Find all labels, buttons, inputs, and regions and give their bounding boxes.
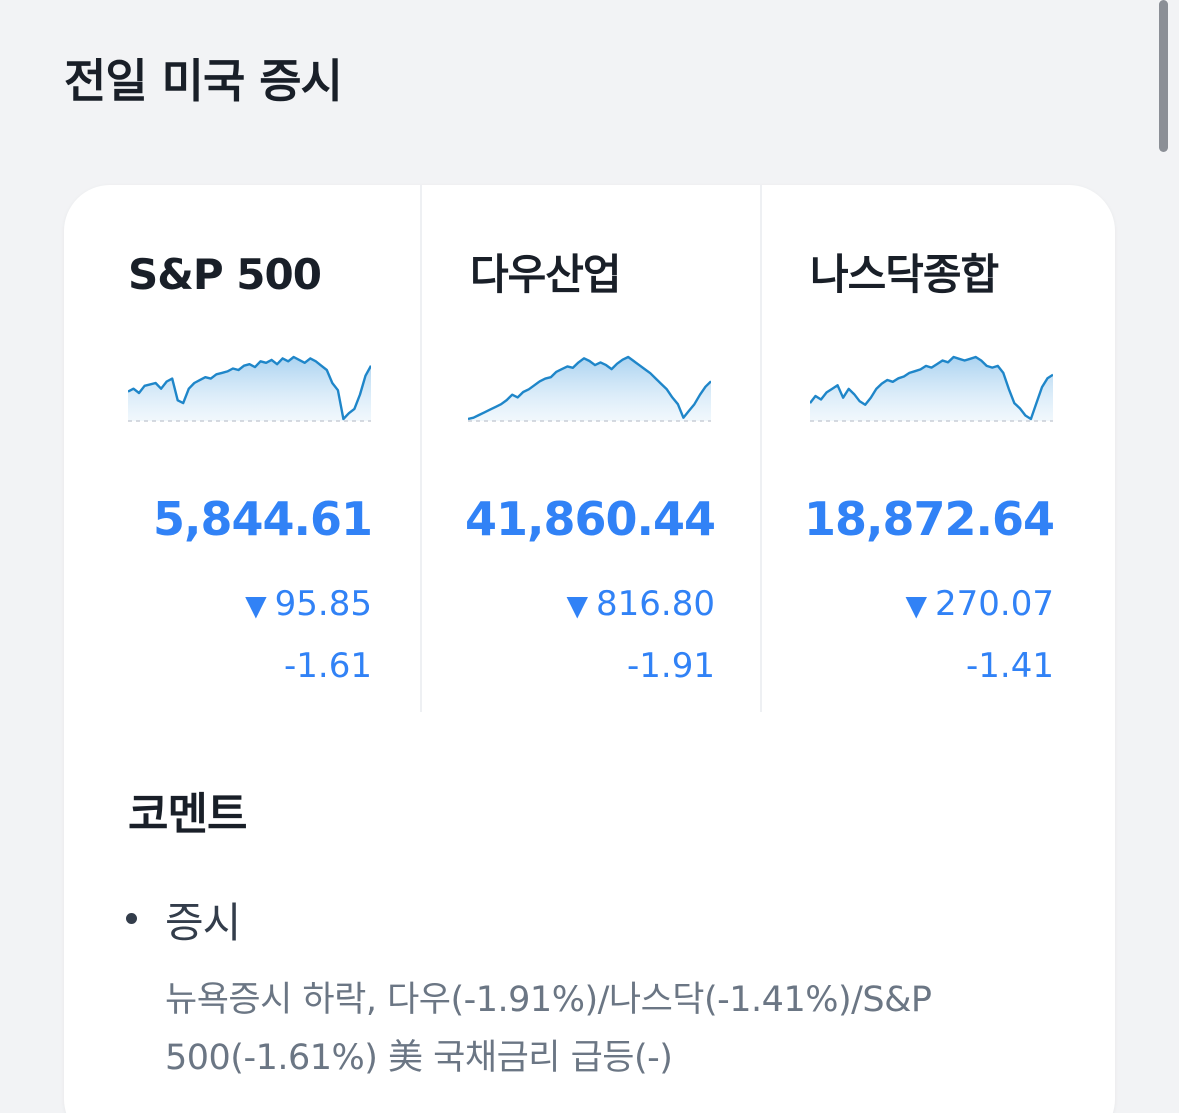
sparkline-line: [468, 355, 711, 421]
index-change: ▼ 816.80: [566, 581, 715, 629]
index-change-percent: -1.91: [627, 646, 715, 686]
section-title: 전일 미국 증시: [64, 54, 343, 108]
index-name: 나스닥종합: [810, 250, 999, 299]
comment-item-heading: 증시: [165, 898, 241, 947]
index-name: S&P 500: [128, 250, 322, 299]
comment-item-body: 뉴욕증시 하락, 다우(-1.91%)/나스닥(-1.41%)/S&P 500(…: [165, 980, 932, 1078]
triangle-down-icon: ▼: [245, 589, 267, 622]
index-card-nasdaq[interactable]: 나스닥종합 18,872.64 ▼ 270.07 -1.41: [760, 185, 1117, 712]
scrollbar[interactable]: [1159, 0, 1168, 152]
index-card-sp500[interactable]: S&P 500 5,844.61 ▼ 95.85 -1.61: [64, 185, 419, 712]
index-change-value: 270.07: [935, 584, 1054, 624]
index-change: ▼ 95.85: [245, 581, 372, 629]
triangle-down-icon: ▼: [905, 589, 928, 622]
index-sparkline-chart: [468, 355, 711, 422]
index-change-percent: -1.41: [966, 646, 1054, 686]
index-name: 다우산업: [470, 250, 622, 299]
index-sparkline-chart: [810, 355, 1053, 422]
index-card-dow[interactable]: 다우산업 41,860.44 ▼ 816.80 -1.91: [420, 185, 761, 712]
sparkline-line: [810, 355, 1053, 421]
sparkline-area: [810, 357, 1053, 421]
triangle-down-icon: ▼: [566, 589, 589, 622]
index-price: 5,844.61: [153, 492, 373, 546]
index-change-value: 816.80: [596, 584, 715, 624]
index-change: ▼ 270.07: [905, 581, 1054, 629]
bullet-dot-icon: [126, 913, 137, 924]
index-change-value: 95.85: [274, 584, 372, 624]
index-price: 18,872.64: [804, 492, 1055, 546]
sparkline-line: [128, 355, 371, 421]
index-price: 41,860.44: [465, 492, 716, 546]
sparkline-area: [468, 357, 711, 421]
comment-title: 코멘트: [128, 789, 247, 840]
index-sparkline-chart: [128, 355, 371, 422]
index-change-percent: -1.61: [284, 646, 372, 686]
sparkline-area: [128, 357, 371, 421]
market-summary-card: S&P 500 5,844.61 ▼ 95.85 -1.61 다우산업 41,86…: [64, 185, 1115, 1113]
